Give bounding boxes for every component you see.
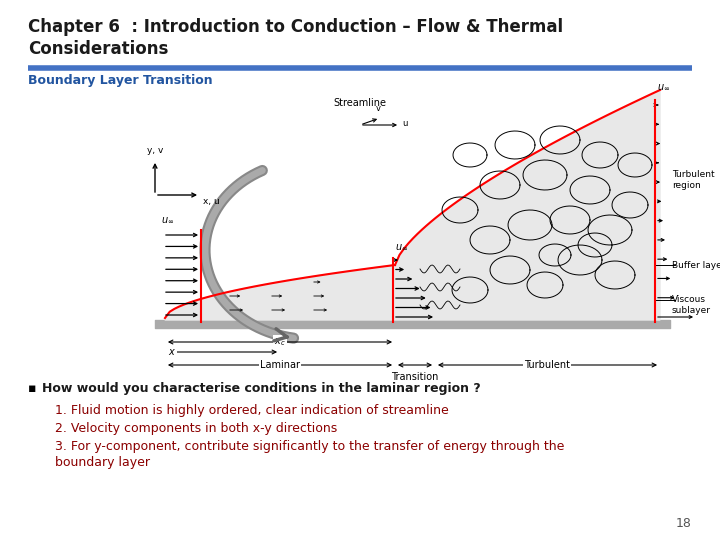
Text: y, v: y, v: [147, 146, 163, 155]
Text: 1. Fluid motion is highly ordered, clear indication of streamline: 1. Fluid motion is highly ordered, clear…: [55, 404, 449, 417]
Text: 3. For y-component, contribute significantly to the transfer of energy through t: 3. For y-component, contribute significa…: [55, 440, 564, 453]
Text: Considerations: Considerations: [28, 40, 168, 58]
Text: Chapter 6  : Introduction to Conduction – Flow & Thermal: Chapter 6 : Introduction to Conduction –…: [28, 18, 563, 36]
Text: 18: 18: [676, 517, 692, 530]
Text: $u_\infty$: $u_\infty$: [161, 215, 174, 225]
Text: boundary layer: boundary layer: [55, 456, 150, 469]
Text: Turbulent
region: Turbulent region: [672, 170, 715, 191]
Text: Laminar: Laminar: [260, 360, 300, 370]
Text: $x$: $x$: [168, 347, 176, 357]
Text: Viscous
sublayer: Viscous sublayer: [672, 295, 711, 315]
Text: $u_\infty$: $u_\infty$: [657, 82, 670, 92]
Text: 2. Velocity components in both x-y directions: 2. Velocity components in both x-y direc…: [55, 422, 337, 435]
Polygon shape: [165, 90, 660, 320]
Text: ▪: ▪: [28, 382, 37, 395]
Text: Buffer layer: Buffer layer: [672, 260, 720, 269]
Text: Turbulent: Turbulent: [524, 360, 570, 370]
Text: How would you characterise conditions in the laminar region ?: How would you characterise conditions in…: [42, 382, 481, 395]
Text: x, u: x, u: [203, 197, 220, 206]
Text: u: u: [402, 118, 408, 127]
Text: $u_\infty$: $u_\infty$: [395, 242, 408, 252]
Text: Streamline: Streamline: [333, 98, 387, 108]
Text: v: v: [376, 104, 380, 113]
Text: Boundary Layer Transition: Boundary Layer Transition: [28, 74, 212, 87]
Text: $x_c$: $x_c$: [274, 336, 286, 348]
Text: Transition: Transition: [391, 372, 438, 382]
